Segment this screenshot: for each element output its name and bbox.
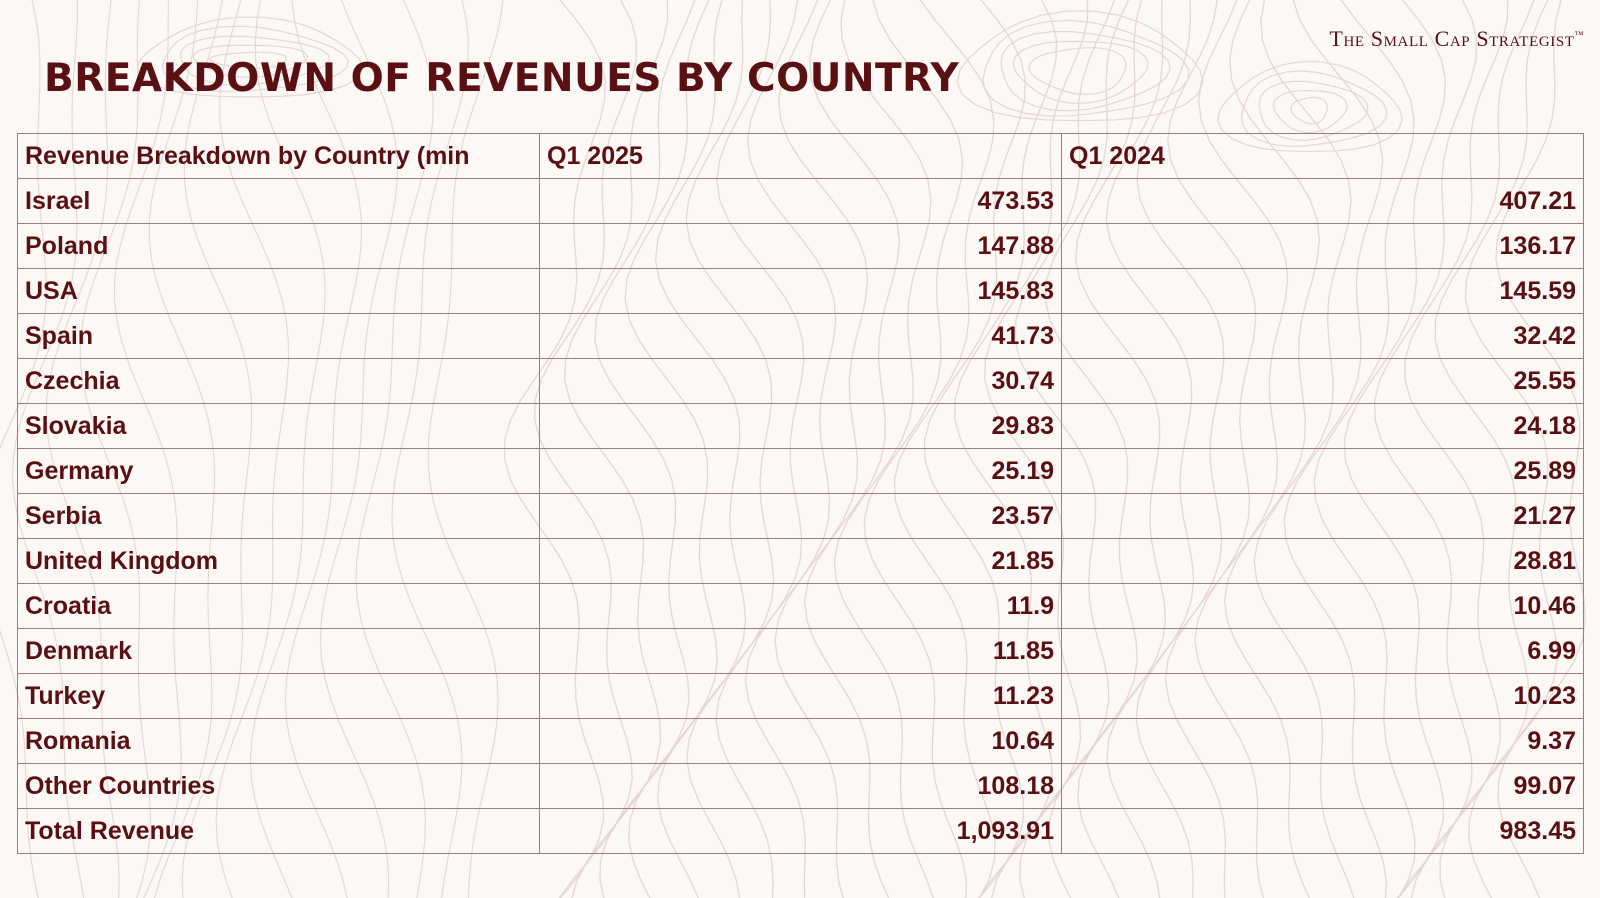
q1-2024-value: 136.17 [1061, 223, 1584, 269]
q1-2025-value: 147.88 [539, 223, 1062, 269]
country-cell: Spain [17, 313, 540, 359]
q1-2024-value: 25.89 [1061, 448, 1584, 494]
q1-2025-value: 25.19 [539, 448, 1062, 494]
table-row: Romania 10.64 9.37 [17, 718, 1584, 764]
table-row: Other Countries 108.18 99.07 [17, 763, 1584, 809]
q1-2025-value: 473.53 [539, 178, 1062, 224]
trademark-symbol: ™ [1574, 29, 1584, 40]
q1-2025-value: 145.83 [539, 268, 1062, 314]
revenue-table: Revenue Breakdown by Country (min Q1 202… [17, 133, 1584, 854]
country-cell: Czechia [17, 358, 540, 404]
q1-2025-value: 11.23 [539, 673, 1062, 719]
q1-2024-value: 21.27 [1061, 493, 1584, 539]
table-row: Turkey 11.23 10.23 [17, 673, 1584, 719]
q1-2025-value: 11.85 [539, 628, 1062, 674]
column-header-q1-2024: Q1 2024 [1061, 133, 1584, 179]
column-header-q1-2025: Q1 2025 [539, 133, 1062, 179]
brand-logo: The Small Cap Strategist™ [1329, 26, 1584, 52]
contour-line [982, 19, 1190, 117]
table-row: Denmark 11.85 6.99 [17, 628, 1584, 674]
contour-line [1000, 30, 1171, 112]
q1-2025-value: 30.74 [539, 358, 1062, 404]
q1-2025-value: 29.83 [539, 403, 1062, 449]
table-row: Croatia 11.9 10.46 [17, 583, 1584, 629]
country-cell: Other Countries [17, 763, 540, 809]
q1-2025-value: 41.73 [539, 313, 1062, 359]
contour-line [136, 16, 364, 98]
contour-line [1028, 47, 1127, 96]
table-row: Germany 25.19 25.89 [17, 448, 1584, 494]
q1-2024-value: 9.37 [1061, 718, 1584, 764]
country-cell: United Kingdom [17, 538, 540, 584]
country-cell: Serbia [17, 493, 540, 539]
country-cell: Turkey [17, 673, 540, 719]
country-cell: Total Revenue [17, 808, 540, 854]
brand-name: The Small Cap Strategist [1329, 26, 1575, 51]
q1-2024-value: 99.07 [1061, 763, 1584, 809]
country-cell: Slovakia [17, 403, 540, 449]
table-row: Spain 41.73 32.42 [17, 313, 1584, 359]
contour-line [192, 44, 309, 78]
q1-2025-value: 108.18 [539, 763, 1062, 809]
country-cell: Israel [17, 178, 540, 224]
q1-2025-value: 10.64 [539, 718, 1062, 764]
table-row: Israel 473.53 407.21 [17, 178, 1584, 224]
q1-2024-value: 6.99 [1061, 628, 1584, 674]
table-row: USA 145.83 145.59 [17, 268, 1584, 314]
q1-2024-value: 24.18 [1061, 403, 1584, 449]
q1-2024-value: 10.46 [1061, 583, 1584, 629]
q1-2024-value: 407.21 [1061, 178, 1584, 224]
country-cell: Romania [17, 718, 540, 764]
country-cell: Denmark [17, 628, 540, 674]
q1-2025-value: 1,093.91 [539, 808, 1062, 854]
q1-2024-value: 25.55 [1061, 358, 1584, 404]
contour-line [209, 51, 288, 70]
table-row: Slovakia 29.83 24.18 [17, 403, 1584, 449]
table-row: Czechia 30.74 25.55 [17, 358, 1584, 404]
q1-2025-value: 21.85 [539, 538, 1062, 584]
contour-line [179, 35, 331, 86]
contour-line [956, 10, 1204, 122]
q1-2024-value: 983.45 [1061, 808, 1584, 854]
contour-line [1290, 96, 1328, 125]
q1-2025-value: 23.57 [539, 493, 1062, 539]
page-title: BREAKDOWN OF REVENUES BY COUNTRY [44, 56, 960, 101]
country-cell: Poland [17, 223, 540, 269]
contour-line [1272, 89, 1348, 134]
q1-2024-value: 32.42 [1061, 313, 1584, 359]
contour-line [161, 25, 349, 92]
table-row: Serbia 23.57 21.27 [17, 493, 1584, 539]
q1-2025-value: 11.9 [539, 583, 1062, 629]
country-cell: Croatia [17, 583, 540, 629]
table-row: United Kingdom 21.85 28.81 [17, 538, 1584, 584]
column-header-country: Revenue Breakdown by Country (min [17, 133, 540, 179]
country-cell: Germany [17, 448, 540, 494]
contour-line [1012, 40, 1149, 104]
q1-2024-value: 28.81 [1061, 538, 1584, 584]
country-cell: USA [17, 268, 540, 314]
table-row: Total Revenue 1,093.91 983.45 [17, 808, 1584, 854]
q1-2024-value: 145.59 [1061, 268, 1584, 314]
table-row: Poland 147.88 136.17 [17, 223, 1584, 269]
table-header-row: Revenue Breakdown by Country (min Q1 202… [17, 133, 1584, 179]
q1-2024-value: 10.23 [1061, 673, 1584, 719]
